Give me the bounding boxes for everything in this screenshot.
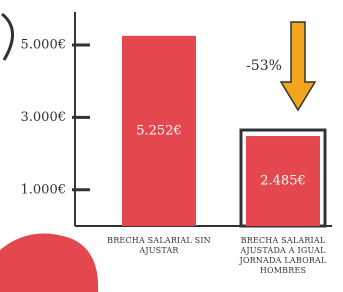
y-tick-label: 1.000€ bbox=[21, 182, 67, 197]
chart-container: {"chart_data": {"type": "bar", "categori… bbox=[0, 0, 343, 292]
annotation: -53% bbox=[246, 58, 282, 74]
x-tick-label: BRECHA SALARIAL AJUSTADA A IGUAL JORNADA… bbox=[231, 236, 335, 276]
value-label: 5.252€ bbox=[136, 123, 182, 138]
arrow bbox=[281, 22, 315, 110]
value-label: 2.485€ bbox=[260, 174, 306, 189]
x-tick-label: BRECHA SALARIAL SIN AJUSTAR bbox=[107, 236, 211, 256]
y-tick-label: 3.000€ bbox=[21, 110, 67, 125]
decoration bbox=[2, 14, 13, 60]
y-tick-label: 5.000€ bbox=[21, 37, 67, 52]
decoration bbox=[0, 234, 98, 292]
